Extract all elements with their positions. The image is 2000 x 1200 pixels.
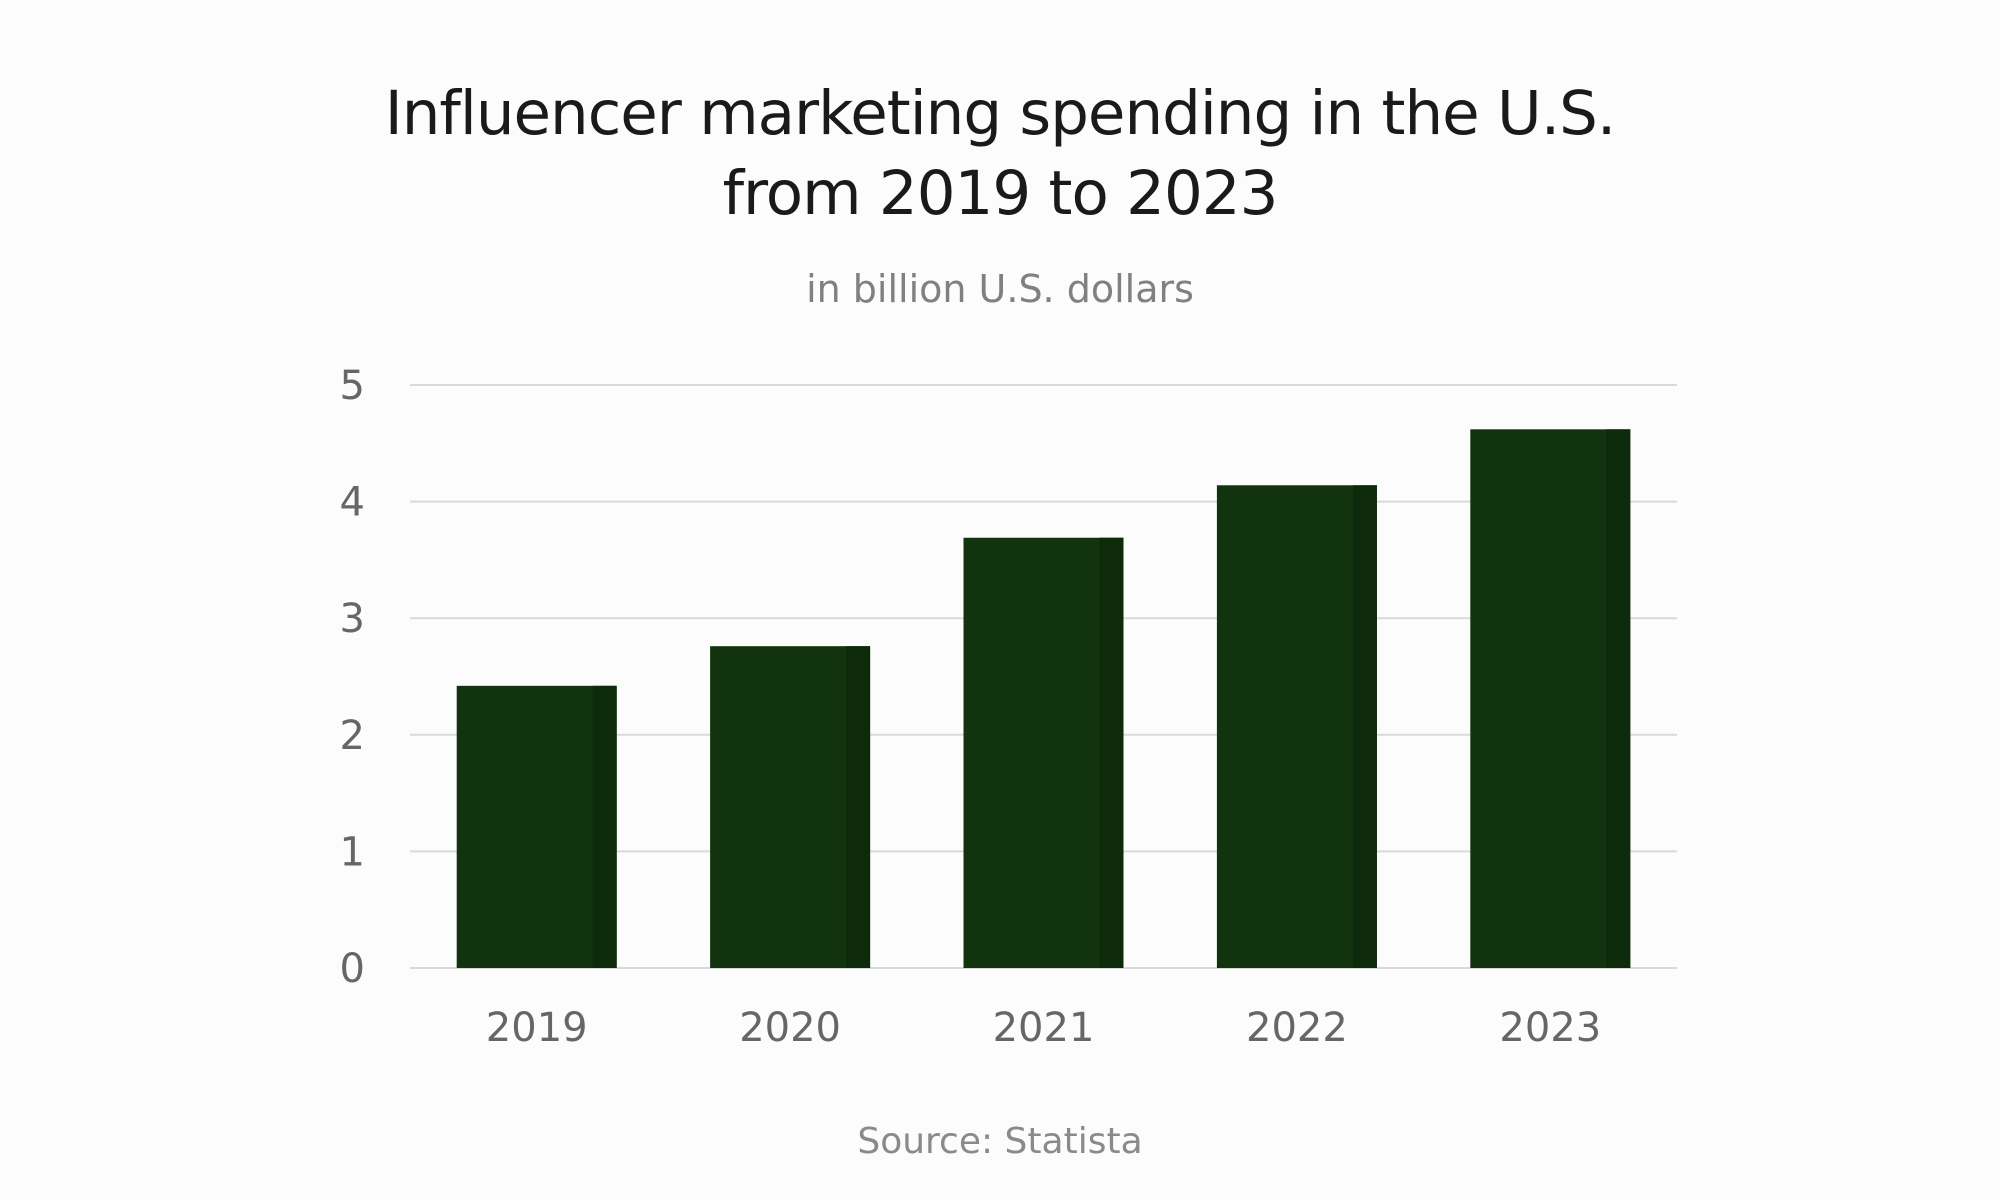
chart-title-line-2: from 2019 to 2023 (722, 158, 1279, 229)
bar-shade-2019 (592, 685, 617, 968)
chart-title-line-1: Influencer marketing spending in the U.S… (384, 78, 1616, 149)
chart-title: Influencer marketing spending in the U.S… (0, 74, 2000, 234)
y-tick-label-3: 3 (340, 596, 365, 642)
x-tick-label-2021: 2021 (993, 1005, 1095, 1051)
bar-shade-2021 (1099, 537, 1124, 968)
bar-2021 (963, 537, 1124, 968)
bar-shade-2022 (1352, 485, 1377, 968)
y-tick-label-4: 4 (340, 480, 365, 526)
y-tick-label-5: 5 (340, 363, 365, 409)
bar-rect-2020 (710, 646, 871, 968)
chart-subtitle: in billion U.S. dollars (806, 267, 1194, 311)
chart-source: Source: Statista (857, 1121, 1143, 1162)
y-tick-label-2: 2 (340, 713, 365, 759)
bar-shade-2020 (846, 646, 871, 968)
x-tick-label-2023: 2023 (1499, 1005, 1601, 1051)
bar-rect-2021 (963, 537, 1124, 968)
x-tick-label-2019: 2019 (486, 1005, 588, 1051)
bar-2019 (456, 685, 617, 968)
y-tick-label-0: 0 (340, 946, 365, 992)
bar-rect-2022 (1216, 485, 1377, 968)
bar-rect-2023 (1470, 429, 1631, 969)
bar-2023 (1470, 429, 1631, 969)
bar-shade-2023 (1606, 429, 1631, 969)
y-tick-label-1: 1 (340, 829, 365, 875)
x-axis-ticks: 2019 2020 2021 2022 2023 (486, 1005, 1601, 1051)
bar-2022 (1216, 485, 1377, 968)
y-axis-ticks: 0 1 2 3 4 5 (340, 363, 365, 992)
bar-2020 (710, 646, 871, 968)
x-tick-label-2020: 2020 (739, 1005, 841, 1051)
bars (456, 429, 1631, 969)
bar-rect-2019 (456, 685, 617, 968)
x-tick-label-2022: 2022 (1246, 1005, 1348, 1051)
